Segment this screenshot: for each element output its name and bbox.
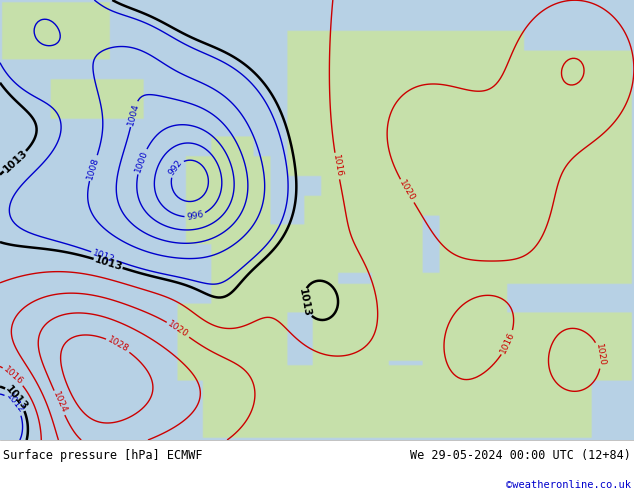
Text: 1016: 1016 [331, 154, 344, 178]
Text: 1013: 1013 [1, 148, 29, 175]
Text: 1020: 1020 [166, 319, 190, 340]
Text: 1000: 1000 [133, 149, 150, 174]
Text: 1016: 1016 [499, 330, 517, 355]
Text: 1013: 1013 [4, 384, 30, 412]
Text: 1004: 1004 [126, 102, 141, 126]
Text: 1020: 1020 [398, 179, 417, 203]
Text: 1024: 1024 [51, 391, 68, 415]
Text: 1013: 1013 [297, 288, 312, 318]
Text: 1016: 1016 [2, 365, 25, 387]
Text: 1020: 1020 [594, 343, 606, 368]
Text: ©weatheronline.co.uk: ©weatheronline.co.uk [506, 480, 631, 490]
Text: 1012: 1012 [92, 248, 116, 264]
Text: 1028: 1028 [106, 335, 131, 354]
Text: 992: 992 [167, 158, 184, 177]
Text: 996: 996 [186, 210, 204, 222]
Text: Surface pressure [hPa] ECMWF: Surface pressure [hPa] ECMWF [3, 448, 203, 462]
Text: We 29-05-2024 00:00 UTC (12+84): We 29-05-2024 00:00 UTC (12+84) [410, 448, 631, 462]
Text: 1008: 1008 [86, 156, 101, 180]
Text: 1013: 1013 [93, 254, 124, 272]
Text: 1012: 1012 [4, 392, 25, 416]
